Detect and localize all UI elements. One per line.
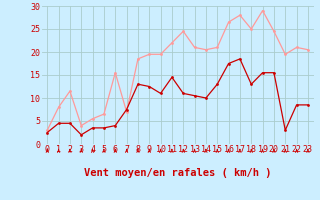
X-axis label: Vent moyen/en rafales ( km/h ): Vent moyen/en rafales ( km/h ) (84, 168, 271, 178)
